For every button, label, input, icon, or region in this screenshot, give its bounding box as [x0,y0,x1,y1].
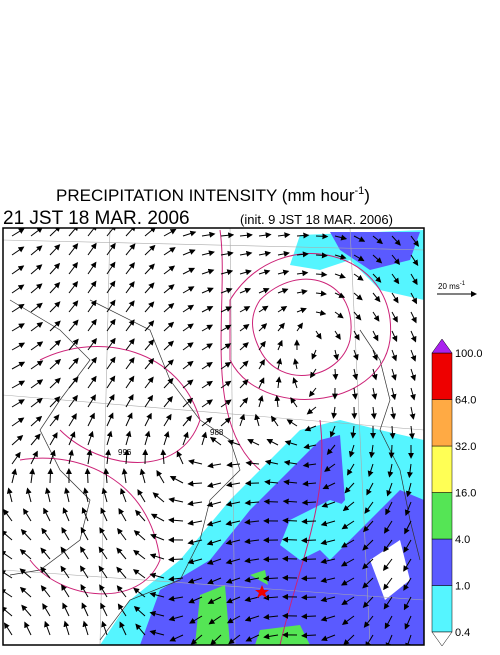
init-time: (init. 9 JST 18 MAR. 2006) [240,212,393,227]
wind-reference-text: 20 ms [438,282,460,291]
colorbar-label: 100.0 [455,348,483,360]
valid-time: 21 JST 18 MAR. 2006 [3,208,190,229]
colorbar-label: 4.0 [455,534,470,546]
wind-reference-exponent: -1 [460,281,466,287]
colorbar-label: 16.0 [455,488,476,500]
colorbar-label: 1.0 [455,581,470,593]
wind-arrow [283,520,297,521]
colorbar-segment [432,493,452,540]
wind-arrow [302,521,316,522]
colorbar-label: 0.4 [455,627,470,639]
wind-arrow [316,236,327,237]
colorbar-segment [432,539,452,586]
wind-arrow [87,469,88,483]
wind-arrow [302,578,316,579]
contour-label: 996 [118,448,132,457]
map: 996 988 [0,225,424,648]
title-close: ) [364,186,370,205]
wind-arrow [264,578,278,579]
title-exponent: -1 [355,185,365,197]
colorbar-over [432,339,452,353]
colorbar-segment [432,353,452,400]
wind-arrow [302,597,316,598]
colorbar-segment [432,446,452,493]
wind-arrow [265,501,278,502]
colorbar-label: 64.0 [455,395,476,407]
colorbar-label: 32.0 [455,441,476,453]
wind-arrow [302,559,316,560]
wind-arrow [169,559,183,560]
contour-label: 988 [210,428,224,437]
title-text: PRECIPITATION INTENSITY (mm hour [56,186,355,205]
wind-arrow [302,616,316,617]
wind-arrow [302,540,316,541]
title: PRECIPITATION INTENSITY (mm hour-1) [56,185,370,205]
colorbar-under [432,632,452,646]
colorbar-segment [432,400,452,447]
wind-reference-label: 20 ms-1 [438,281,466,291]
wind-arrow [391,445,392,458]
wind-arrow [50,469,51,483]
colorbar: 0.4 1.0 4.0 16.0 32.0 64.0 100.0 [432,339,483,646]
wind-reference: 20 ms-1 [437,281,476,294]
wind-arrow [316,255,327,256]
colorbar-segment [432,586,452,633]
